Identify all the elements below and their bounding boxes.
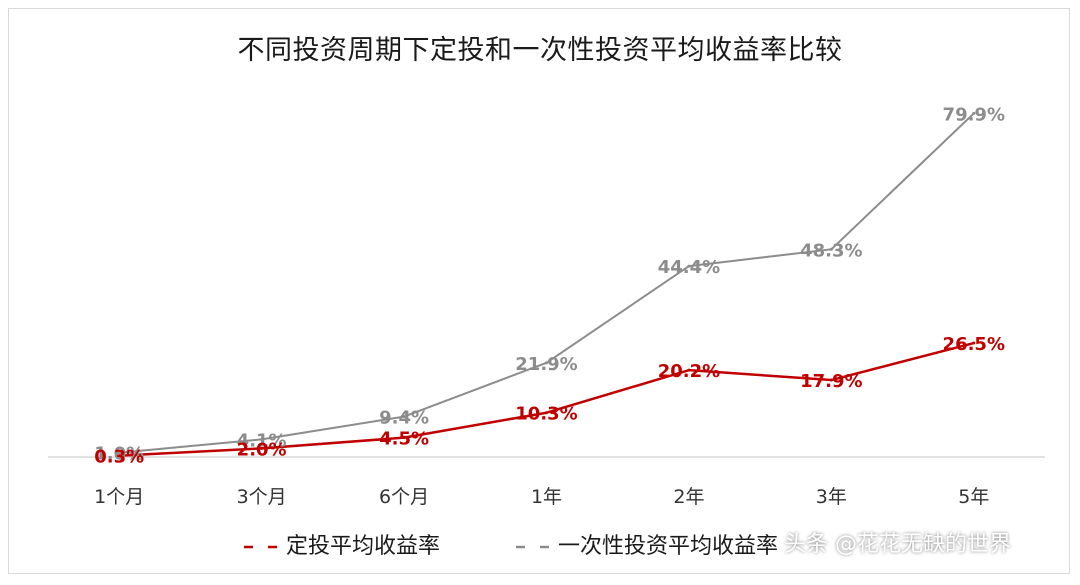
data-label-lump-sum: 44.4% bbox=[658, 257, 720, 278]
data-point-lump-sum bbox=[260, 437, 264, 441]
data-point-sip bbox=[829, 378, 833, 382]
data-label-sip: 20.2% bbox=[658, 361, 720, 382]
chart-title: 不同投资周期下定投和一次性投资平均收益率比较 bbox=[237, 35, 843, 66]
x-tick-label: 6个月 bbox=[379, 486, 429, 508]
data-point-sip bbox=[972, 341, 976, 345]
series-line-lump-sum bbox=[119, 112, 975, 454]
x-tick-label: 5年 bbox=[958, 486, 989, 508]
data-point-sip bbox=[117, 454, 121, 458]
data-label-lump-sum: 21.9% bbox=[515, 354, 577, 375]
legend-item-lump-sum: 一次性投资平均收益率 bbox=[514, 528, 778, 560]
data-point-sip bbox=[545, 411, 548, 415]
data-label-lump-sum: 1.0% bbox=[94, 444, 144, 465]
legend-swatch-sip bbox=[242, 536, 282, 558]
data-label-sip: 17.9% bbox=[800, 371, 862, 392]
data-point-sip bbox=[260, 446, 264, 450]
data-point-lump-sum bbox=[972, 111, 976, 115]
x-tick-label: 3年 bbox=[816, 486, 847, 508]
data-label-lump-sum: 79.9% bbox=[943, 104, 1005, 125]
data-label-lump-sum: 48.3% bbox=[800, 240, 862, 261]
data-point-sip bbox=[687, 368, 691, 372]
x-tick-label: 3个月 bbox=[237, 486, 287, 508]
legend-label-sip: 定投平均收益率 bbox=[286, 534, 441, 559]
data-label-sip: 4.5% bbox=[379, 429, 429, 450]
data-label-sip: 10.3% bbox=[515, 404, 577, 425]
data-point-lump-sum bbox=[687, 264, 691, 268]
data-point-sip bbox=[402, 436, 406, 440]
x-tick-label: 1个月 bbox=[94, 486, 144, 508]
chart-frame bbox=[8, 8, 1070, 574]
data-label-sip: 26.5% bbox=[943, 334, 1005, 355]
watermark: 头条 @花花无缺的世界 bbox=[784, 532, 1011, 557]
data-point-lump-sum bbox=[545, 361, 548, 365]
data-point-lump-sum bbox=[829, 247, 833, 251]
legend-swatch-lump-sum bbox=[514, 536, 554, 558]
data-label-sip: 0.3% bbox=[94, 447, 144, 468]
legend: 定投平均收益率 一次性投资平均收益率 bbox=[0, 528, 1080, 562]
data-label-lump-sum: 9.4% bbox=[379, 408, 429, 429]
legend-item-sip: 定投平均收益率 bbox=[242, 528, 440, 560]
data-label-sip: 2.0% bbox=[237, 439, 287, 460]
data-point-lump-sum bbox=[117, 451, 121, 455]
x-tick-label: 1年 bbox=[531, 486, 562, 508]
x-tick-label: 2年 bbox=[673, 486, 704, 508]
legend-label-lump-sum: 一次性投资平均收益率 bbox=[558, 534, 779, 559]
data-label-lump-sum: 4.1% bbox=[237, 430, 287, 451]
data-point-lump-sum bbox=[402, 415, 406, 419]
